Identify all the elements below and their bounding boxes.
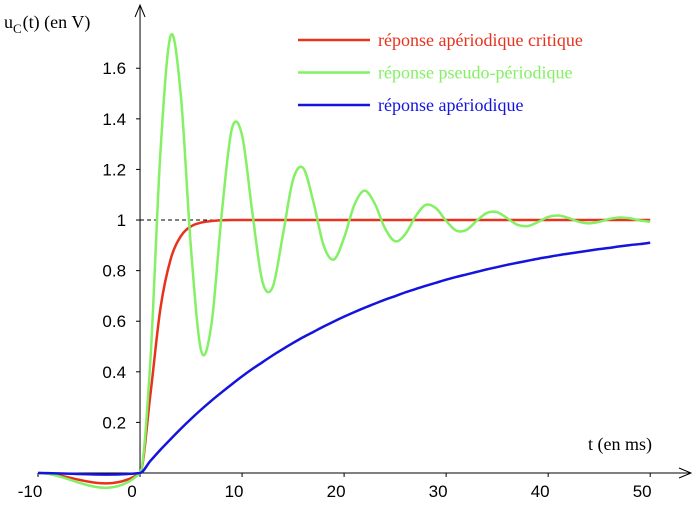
y-tick-label: 1.6 [102,59,126,78]
legend-label: réponse pseudo-périodique [378,63,572,83]
x-tick-label: 40 [531,482,550,501]
y-label-subscript: C [13,21,22,36]
series-line [37,241,651,476]
x-tick-label: 30 [429,482,448,501]
x-axis-label: t (en ms) [588,434,652,455]
y-label-rest: (t) (en V) [23,12,91,33]
y-axis-label: uC(t) (en V) [4,12,90,36]
x-tick-label: 10 [225,482,244,501]
legend-label: réponse apériodique [378,95,523,115]
x-tick-label: 0 [127,482,136,501]
y-tick-label: 0.4 [102,363,126,382]
y-tick-label: 0.2 [102,413,126,432]
x-axis-arrow [678,467,693,479]
y-label-main: u [4,12,13,32]
series-line [37,218,651,485]
series-line [37,33,651,490]
y-tick-label: 1.4 [102,110,126,129]
y-tick-label: 0.6 [102,312,126,331]
y-axis-arrow [134,3,146,18]
x-tick-label: 50 [633,482,652,501]
x-tick-label: 20 [327,482,346,501]
y-tick-label: 1 [117,211,126,230]
y-tick-label: 1.2 [102,160,126,179]
legend-label: réponse apériodique critique [378,30,583,50]
y-tick-label: 0.8 [102,262,126,281]
x-tick-label: -10 [18,482,43,501]
